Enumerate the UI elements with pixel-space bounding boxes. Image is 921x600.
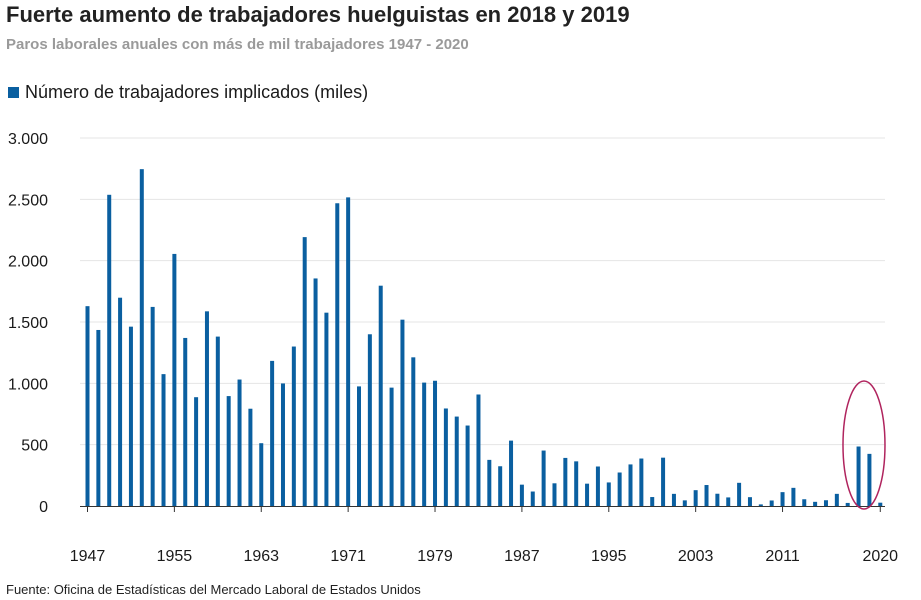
y-tick-label: 0 bbox=[39, 499, 48, 516]
bar-1961 bbox=[237, 379, 242, 506]
x-tick-label: 2011 bbox=[765, 548, 800, 565]
bar-2017 bbox=[845, 502, 850, 506]
bar-1958 bbox=[204, 311, 209, 506]
bar-1971 bbox=[346, 197, 351, 506]
bar-1954 bbox=[161, 374, 166, 506]
bar-2003 bbox=[693, 490, 698, 506]
bar-2001 bbox=[671, 493, 676, 506]
bar-1966 bbox=[291, 346, 296, 506]
bar-1953 bbox=[150, 306, 155, 506]
bar-1968 bbox=[313, 278, 318, 506]
bar-2019 bbox=[867, 453, 872, 506]
bar-2005 bbox=[715, 493, 720, 506]
y-tick-label: 500 bbox=[21, 438, 48, 455]
x-tick-label: 2003 bbox=[678, 548, 714, 565]
y-tick-label: 3.000 bbox=[8, 131, 48, 148]
bar-2008 bbox=[747, 497, 752, 506]
bar-1986 bbox=[509, 440, 514, 506]
bar-1978 bbox=[422, 382, 427, 506]
bar-1967 bbox=[302, 237, 307, 506]
bar-2018 bbox=[856, 446, 861, 506]
bar-1949 bbox=[107, 194, 112, 506]
bar-1989 bbox=[541, 450, 546, 506]
y-tick-label: 1.500 bbox=[8, 315, 48, 332]
highlight-ellipse bbox=[842, 380, 886, 510]
bar-1984 bbox=[487, 459, 492, 506]
bar-1993 bbox=[585, 483, 590, 506]
x-tick-label: 1979 bbox=[417, 548, 453, 565]
bar-2006 bbox=[726, 497, 731, 506]
bar-1981 bbox=[454, 416, 459, 506]
bar-2004 bbox=[704, 485, 709, 506]
bar-1976 bbox=[400, 319, 405, 506]
x-tick-label: 2020 bbox=[862, 548, 898, 565]
bar-1990 bbox=[552, 483, 557, 506]
bar-2015 bbox=[823, 500, 828, 506]
bar-1948 bbox=[96, 329, 101, 506]
bar-1952 bbox=[139, 169, 144, 506]
bar-1964 bbox=[270, 360, 275, 506]
bar-2014 bbox=[813, 501, 818, 506]
bar-1988 bbox=[530, 491, 535, 506]
bar-1974 bbox=[378, 285, 383, 506]
bar-1985 bbox=[498, 466, 503, 506]
bar-1955 bbox=[172, 253, 177, 506]
bar-1992 bbox=[574, 461, 579, 506]
bar-1983 bbox=[476, 394, 481, 506]
bar-2010 bbox=[769, 500, 774, 506]
bar-1973 bbox=[367, 334, 372, 506]
bar-1987 bbox=[519, 484, 524, 506]
y-tick-label: 2.000 bbox=[8, 254, 48, 271]
x-tick-label: 1947 bbox=[70, 548, 106, 565]
bar-1957 bbox=[194, 397, 199, 506]
x-tick-label: 1955 bbox=[157, 548, 193, 565]
bar-1956 bbox=[183, 337, 188, 506]
bar-1982 bbox=[465, 425, 470, 506]
bar-1947 bbox=[85, 306, 90, 506]
x-tick-label: 1971 bbox=[330, 548, 366, 565]
bar-1959 bbox=[215, 336, 220, 506]
bar-1969 bbox=[324, 312, 329, 506]
bar-1950 bbox=[118, 297, 123, 506]
bar-1977 bbox=[411, 357, 416, 506]
bar-1970 bbox=[335, 203, 340, 506]
bar-1994 bbox=[595, 466, 600, 506]
bar-1999 bbox=[650, 497, 655, 506]
bar-1998 bbox=[639, 458, 644, 506]
chart-subtitle: Paros laborales anuales con más de mil t… bbox=[6, 36, 469, 53]
bar-1951 bbox=[128, 326, 133, 506]
bar-1980 bbox=[443, 408, 448, 506]
bar-2011 bbox=[780, 492, 785, 506]
source-note: Fuente: Oficina de Estadísticas del Merc… bbox=[6, 582, 421, 597]
y-tick-label: 2.500 bbox=[8, 192, 48, 209]
bar-1995 bbox=[606, 482, 611, 506]
bar-1997 bbox=[628, 464, 633, 506]
bar-2016 bbox=[834, 493, 839, 506]
bar-1965 bbox=[280, 383, 285, 506]
y-tick-label: 1.000 bbox=[8, 376, 48, 393]
bar-2013 bbox=[802, 499, 807, 506]
bar-1963 bbox=[259, 443, 264, 506]
legend-swatch bbox=[8, 87, 19, 98]
bar-1979 bbox=[433, 380, 438, 506]
chart-legend: Número de trabajadores implicados (miles… bbox=[8, 82, 368, 103]
bar-2009 bbox=[758, 504, 763, 506]
legend-label: Número de trabajadores implicados (miles… bbox=[25, 82, 369, 102]
bar-1991 bbox=[563, 457, 568, 506]
x-tick-label: 1995 bbox=[591, 548, 627, 565]
bar-1960 bbox=[226, 396, 231, 506]
bar-2007 bbox=[737, 482, 742, 506]
chart-title: Fuerte aumento de trabajadores huelguist… bbox=[6, 2, 630, 27]
bar-2002 bbox=[682, 500, 687, 506]
bar-2000 bbox=[661, 457, 666, 506]
bar-1962 bbox=[248, 408, 253, 506]
x-tick-label: 1987 bbox=[504, 548, 540, 565]
x-tick-label: 1963 bbox=[243, 548, 279, 565]
bar-1975 bbox=[389, 387, 394, 506]
bar-2012 bbox=[791, 487, 796, 506]
bar-2020 bbox=[878, 502, 883, 506]
bar-1996 bbox=[617, 472, 622, 506]
bar-1972 bbox=[357, 386, 361, 506]
